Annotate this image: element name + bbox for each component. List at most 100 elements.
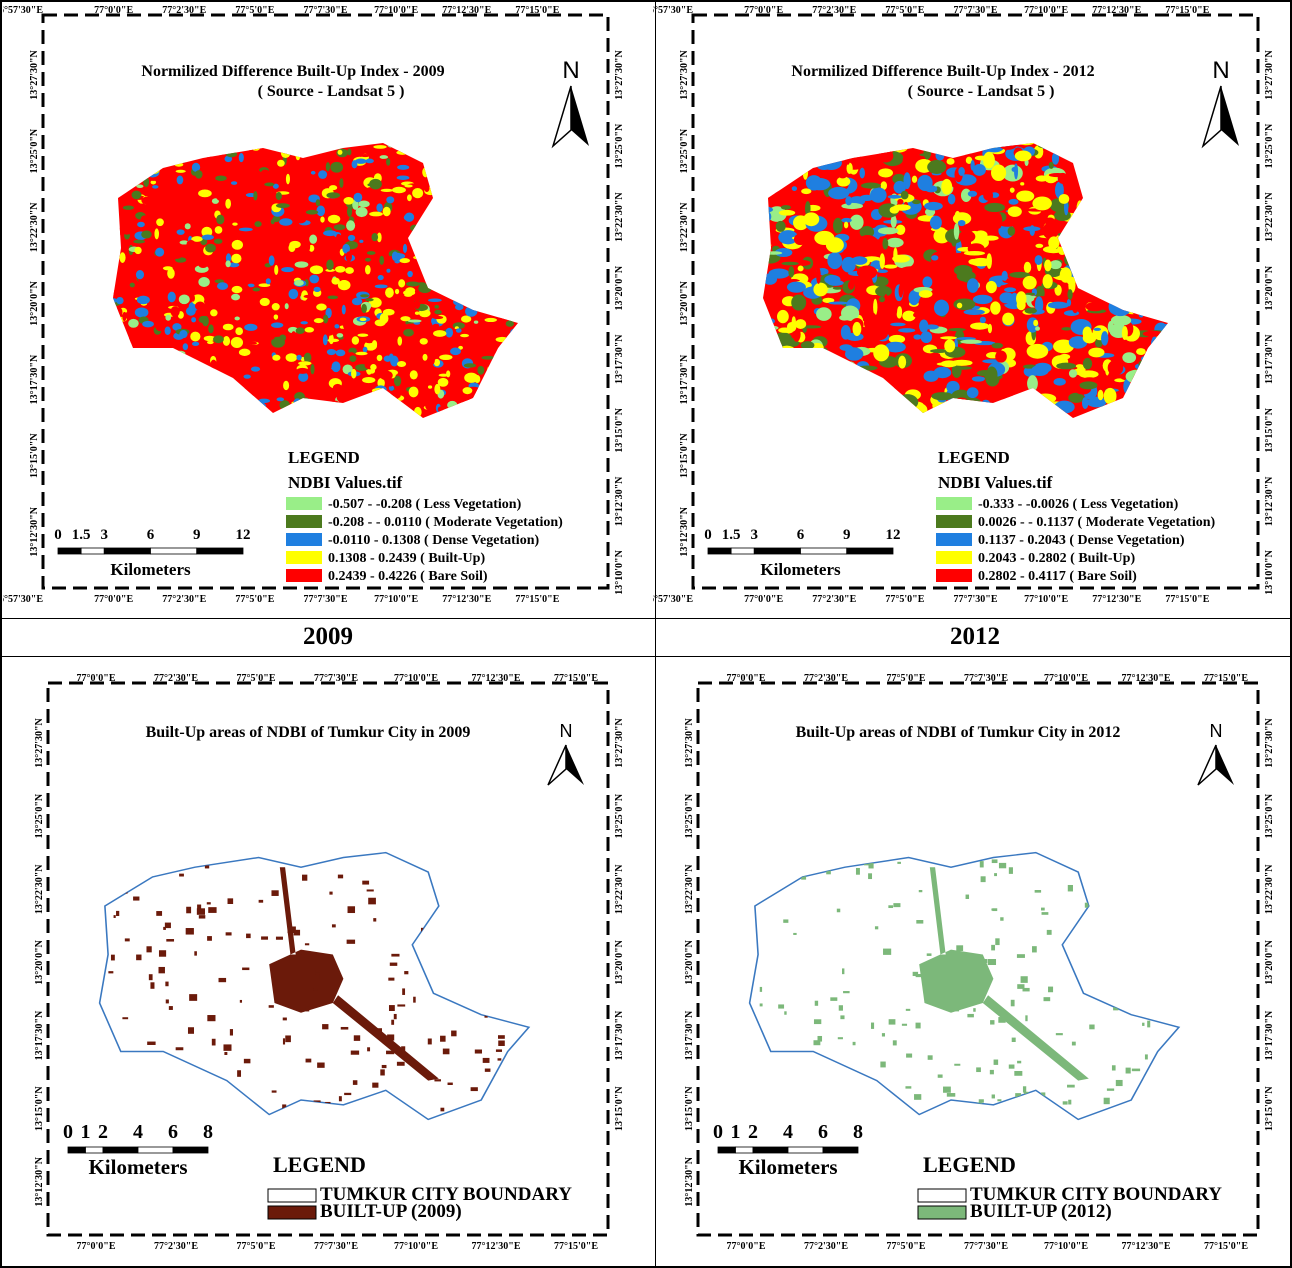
scale-segment bbox=[68, 1147, 86, 1153]
land-cover-patch bbox=[1150, 280, 1167, 292]
land-cover-patch bbox=[467, 252, 476, 257]
land-cover-patch bbox=[880, 253, 885, 269]
longitude-label: 77°15'0"E bbox=[554, 1241, 598, 1252]
built-up-patch bbox=[127, 1096, 131, 1098]
land-cover-patch bbox=[202, 235, 214, 240]
built-up-patch bbox=[448, 1083, 453, 1085]
built-up-patch bbox=[871, 1023, 874, 1029]
land-cover-patch bbox=[441, 165, 451, 175]
land-cover-patch bbox=[286, 174, 290, 185]
land-cover-patch bbox=[454, 200, 461, 207]
land-cover-patch bbox=[870, 187, 887, 202]
land-cover-patch bbox=[488, 177, 499, 186]
land-cover-patch bbox=[493, 166, 500, 170]
land-cover-patch bbox=[828, 280, 844, 286]
land-cover-patch bbox=[453, 298, 466, 306]
land-cover-patch bbox=[232, 240, 243, 250]
land-cover-patch bbox=[499, 368, 504, 372]
land-cover-patch bbox=[117, 373, 130, 380]
land-cover-patch bbox=[769, 170, 773, 180]
land-cover-patch bbox=[260, 298, 270, 306]
built-up-patch bbox=[1068, 1100, 1071, 1105]
built-up-patch bbox=[332, 924, 336, 927]
land-cover-patch bbox=[345, 267, 354, 274]
land-cover-patch bbox=[1157, 372, 1162, 376]
land-cover-patch bbox=[979, 138, 994, 149]
land-cover-patch bbox=[171, 411, 180, 415]
land-cover-patch bbox=[884, 264, 898, 268]
land-cover-patch bbox=[898, 356, 906, 369]
land-cover-patch bbox=[352, 306, 358, 310]
longitude-label: 77°15'0"E bbox=[554, 673, 598, 684]
land-cover-patch bbox=[145, 395, 157, 403]
land-cover-patch bbox=[795, 195, 805, 203]
land-cover-patch bbox=[148, 353, 156, 361]
legend-title: LEGEND bbox=[923, 1152, 1016, 1177]
land-cover-patch bbox=[771, 182, 777, 187]
land-cover-patch bbox=[490, 201, 504, 211]
legend-title: LEGEND bbox=[273, 1152, 366, 1177]
land-cover-patch bbox=[1137, 379, 1156, 383]
land-cover-patch bbox=[177, 176, 184, 185]
land-cover-patch bbox=[141, 231, 152, 239]
built-up-patch bbox=[498, 1058, 502, 1060]
built-up-patch bbox=[928, 1055, 933, 1060]
land-cover-patch bbox=[265, 393, 273, 399]
land-cover-patch bbox=[487, 402, 494, 409]
land-cover-patch bbox=[838, 414, 848, 423]
land-cover-patch bbox=[1125, 299, 1144, 302]
land-cover-patch bbox=[1096, 136, 1110, 141]
land-cover-patch bbox=[122, 226, 131, 235]
land-cover-patch bbox=[779, 346, 795, 355]
built-up-patch bbox=[1056, 1033, 1063, 1035]
land-cover-patch bbox=[390, 401, 398, 410]
land-cover-patch bbox=[178, 157, 187, 163]
scale-label: 12 bbox=[236, 527, 251, 543]
land-cover-patch bbox=[331, 367, 339, 370]
built-up-patch bbox=[198, 1098, 206, 1103]
land-cover-patch bbox=[903, 153, 914, 168]
land-cover-patch bbox=[791, 295, 806, 311]
land-cover-patch bbox=[518, 146, 523, 151]
land-cover-patch bbox=[373, 145, 386, 149]
longitude-label: 77°10'0"E bbox=[374, 5, 418, 16]
land-cover-patch bbox=[449, 148, 455, 153]
built-up-patch bbox=[760, 1003, 763, 1006]
land-cover-patch bbox=[501, 224, 514, 230]
land-cover-patch bbox=[512, 303, 521, 307]
land-cover-patch bbox=[1163, 347, 1170, 359]
land-cover-patch bbox=[902, 135, 908, 145]
longitude-label: 77°2'30"E bbox=[812, 5, 856, 16]
land-cover-patch bbox=[346, 251, 352, 262]
land-cover-patch bbox=[167, 268, 175, 278]
built-up-patch bbox=[372, 1083, 378, 1088]
built-up-patch bbox=[783, 919, 788, 922]
land-cover-patch bbox=[132, 379, 137, 385]
land-cover-patch bbox=[776, 221, 786, 232]
built-up-patch bbox=[228, 898, 234, 904]
caption: 2009 bbox=[3, 618, 653, 656]
land-cover-patch bbox=[501, 221, 505, 230]
latitude-label: 13°22'30"N bbox=[1264, 864, 1275, 914]
land-cover-patch bbox=[924, 145, 932, 159]
scale-label: 2 bbox=[748, 1121, 758, 1143]
land-cover-patch bbox=[191, 294, 195, 301]
land-cover-patch bbox=[1092, 208, 1110, 220]
land-cover-patch bbox=[760, 406, 769, 420]
land-cover-patch bbox=[1076, 200, 1083, 216]
land-cover-patch bbox=[199, 397, 210, 402]
built-up-patch bbox=[169, 1006, 173, 1010]
caption: 2012 bbox=[650, 618, 1292, 656]
land-cover-patch bbox=[1069, 369, 1077, 377]
land-cover-patch bbox=[199, 316, 209, 323]
land-cover-patch bbox=[1071, 141, 1092, 148]
land-cover-patch bbox=[231, 337, 243, 348]
land-cover-patch bbox=[1099, 244, 1115, 252]
built-up-patch bbox=[954, 1064, 960, 1066]
land-cover-patch bbox=[1108, 360, 1124, 376]
land-cover-patch bbox=[266, 194, 272, 197]
land-cover-patch bbox=[296, 355, 301, 361]
land-cover-patch bbox=[105, 174, 113, 177]
map-subtitle: ( Source - Landsat 5 ) bbox=[908, 83, 1055, 100]
land-cover-patch bbox=[514, 414, 524, 425]
